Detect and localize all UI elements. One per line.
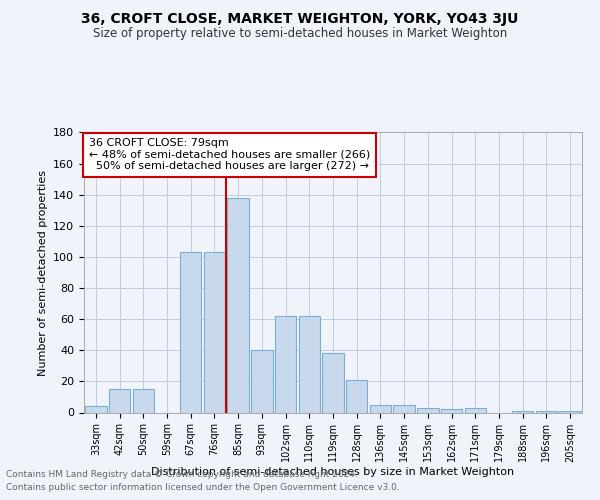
X-axis label: Distribution of semi-detached houses by size in Market Weighton: Distribution of semi-detached houses by … [151,467,515,477]
Bar [322,354,344,412]
Text: Size of property relative to semi-detached houses in Market Weighton: Size of property relative to semi-detach… [93,28,507,40]
Bar [536,411,557,412]
Bar [559,411,581,412]
Bar [464,408,486,412]
Bar [133,389,154,412]
Bar [417,408,439,412]
Bar [275,316,296,412]
Text: Contains HM Land Registry data © Crown copyright and database right 2024.: Contains HM Land Registry data © Crown c… [6,470,358,479]
Bar [180,252,202,412]
Text: Contains public sector information licensed under the Open Government Licence v3: Contains public sector information licen… [6,482,400,492]
Bar [346,380,367,412]
Bar [251,350,272,412]
Bar [394,404,415,412]
Bar [441,410,462,412]
Bar [227,198,249,412]
Bar [299,316,320,412]
Bar [85,406,107,412]
Text: 36 CROFT CLOSE: 79sqm
← 48% of semi-detached houses are smaller (266)
  50% of s: 36 CROFT CLOSE: 79sqm ← 48% of semi-deta… [89,138,370,172]
Bar [204,252,225,412]
Bar [109,389,130,412]
Bar [512,411,533,412]
Y-axis label: Number of semi-detached properties: Number of semi-detached properties [38,170,47,376]
Bar [370,404,391,412]
Text: 36, CROFT CLOSE, MARKET WEIGHTON, YORK, YO43 3JU: 36, CROFT CLOSE, MARKET WEIGHTON, YORK, … [82,12,518,26]
